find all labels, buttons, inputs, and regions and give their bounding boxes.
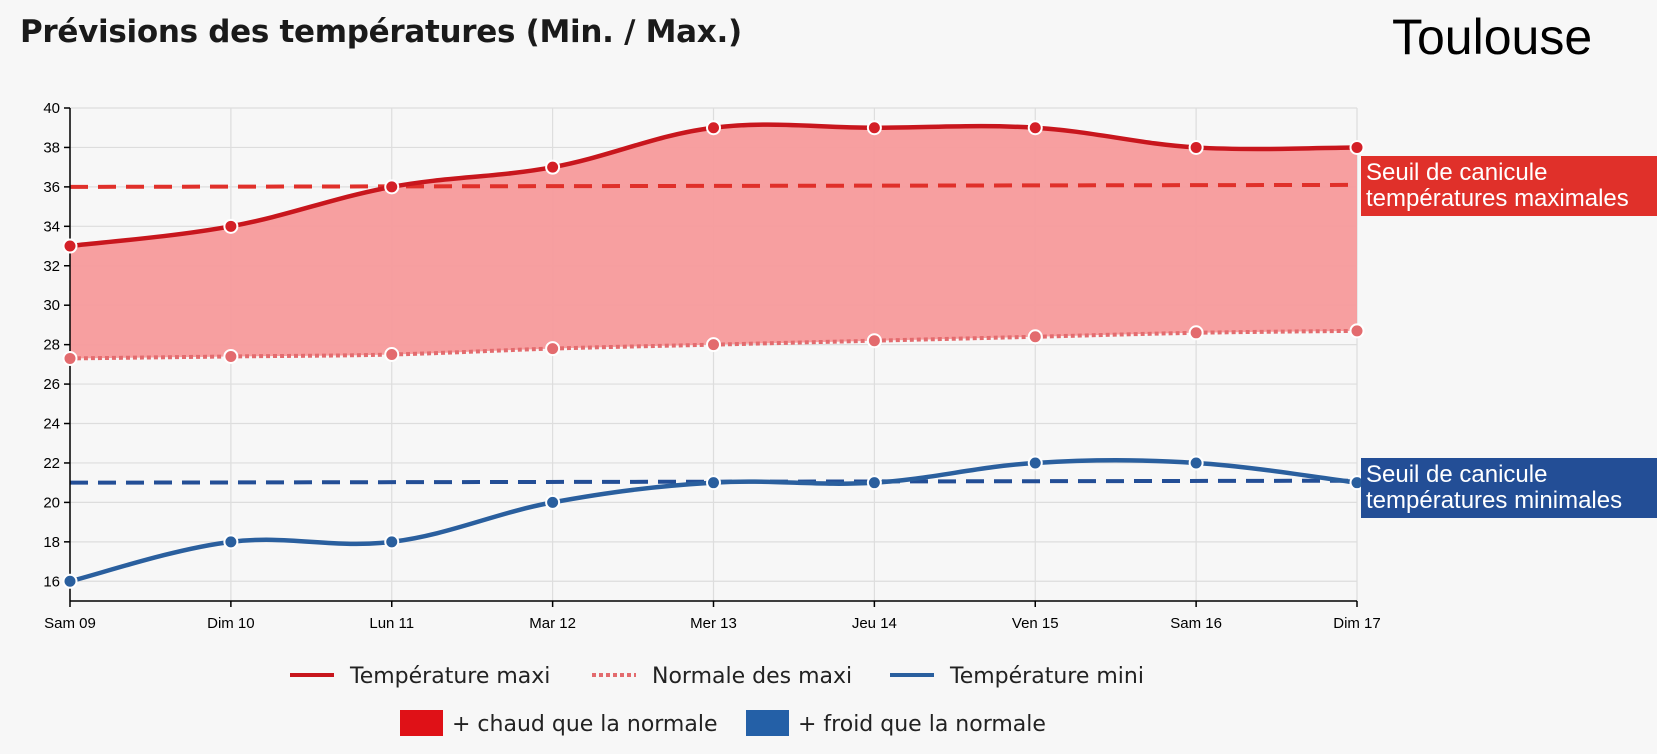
series-points [62, 120, 1365, 589]
x-tick-label: Dim 10 [207, 615, 255, 632]
chart-axes: 16 18 20 22 24 26 28 30 32 34 36 38 40 Sam 09 Dim 10 Lu… [43, 100, 1380, 632]
point-normal-max[interactable] [706, 337, 721, 353]
y-tick-label: 28 [43, 337, 60, 354]
point-min[interactable] [1188, 455, 1204, 471]
y-tick-label: 20 [43, 494, 60, 511]
point-min[interactable] [384, 534, 400, 550]
x-tick-label: Lun 11 [369, 615, 414, 632]
threshold-label-text: Seuil de canicule [1366, 159, 1547, 186]
point-normal-max[interactable] [1188, 325, 1204, 341]
y-tick-label: 24 [43, 416, 60, 433]
point-normal-max[interactable] [1027, 329, 1043, 345]
point-min[interactable] [706, 475, 721, 491]
y-tick-label: 22 [43, 455, 60, 472]
point-normal-max[interactable] [384, 347, 400, 362]
threshold-label-text: températures minimales [1366, 487, 1622, 514]
point-min[interactable] [223, 534, 239, 550]
page-title: Prévisions des températures (Min. / Max.… [20, 14, 742, 50]
legend-patch-label[interactable]: + froid que la normale [798, 712, 1046, 737]
threshold-label-box [1361, 458, 1657, 518]
point-max[interactable] [223, 218, 239, 234]
y-tick-label: 26 [43, 376, 60, 393]
legend-item-label[interactable]: Normale des maxi [652, 664, 852, 689]
point-max[interactable] [384, 179, 400, 195]
point-normal-max[interactable] [62, 350, 78, 366]
point-max[interactable] [706, 120, 721, 136]
y-tick-label: 34 [43, 218, 60, 235]
legend-item-label[interactable]: Température mini [949, 664, 1144, 689]
x-tick-label: Jeu 14 [852, 615, 897, 632]
threshold-label-box [1361, 156, 1657, 216]
hot-area [70, 124, 1357, 359]
threshold-lines [69, 182, 1358, 485]
y-tick-label: 38 [43, 139, 60, 156]
chart-areas [70, 124, 1357, 359]
point-max[interactable] [545, 159, 561, 175]
point-min[interactable] [545, 494, 561, 510]
point-max[interactable] [866, 120, 882, 136]
point-normal-max[interactable] [1349, 323, 1365, 339]
city-name: Toulouse [1392, 9, 1593, 65]
point-min[interactable] [1027, 455, 1043, 471]
series-line-normal-max [69, 328, 1358, 361]
legend-item-label[interactable]: Température maxi [349, 664, 550, 689]
legend-patch-swatch[interactable] [400, 710, 443, 736]
y-tick-label: 32 [43, 258, 60, 275]
point-normal-max[interactable] [866, 333, 882, 349]
threshold-label-text: températures maximales [1366, 185, 1629, 212]
y-tick-label: 36 [43, 179, 60, 196]
point-max[interactable] [1349, 139, 1365, 155]
point-min[interactable] [62, 573, 78, 589]
x-tick-label: Dim 17 [1333, 615, 1381, 632]
point-max[interactable] [62, 238, 78, 254]
point-normal-max[interactable] [223, 348, 239, 364]
y-tick-label: 30 [43, 297, 60, 314]
y-tick-label: 40 [43, 100, 60, 117]
x-tick-label: Ven 15 [1012, 615, 1059, 632]
threshold-label-text: Seuil de canicule [1366, 461, 1547, 488]
threshold-line [69, 182, 1358, 189]
y-tick-label: 16 [43, 573, 60, 590]
x-tick-label: Sam 09 [44, 615, 96, 632]
x-tick-label: Mar 12 [529, 615, 576, 632]
x-tick-label: Sam 16 [1170, 615, 1222, 632]
y-tick-label: 18 [43, 534, 60, 551]
legend-patch-label[interactable]: + chaud que la normale [452, 712, 718, 737]
point-max[interactable] [1027, 120, 1043, 136]
legend-patch-swatch[interactable] [746, 710, 789, 736]
threshold-line [69, 478, 1358, 485]
point-min[interactable] [866, 475, 882, 491]
point-normal-max[interactable] [545, 341, 561, 357]
x-tick-label: Mer 13 [690, 615, 737, 632]
chart-legend[interactable]: Température maxi Normale des maxi Températ… [290, 664, 1144, 737]
point-max[interactable] [1188, 139, 1204, 155]
